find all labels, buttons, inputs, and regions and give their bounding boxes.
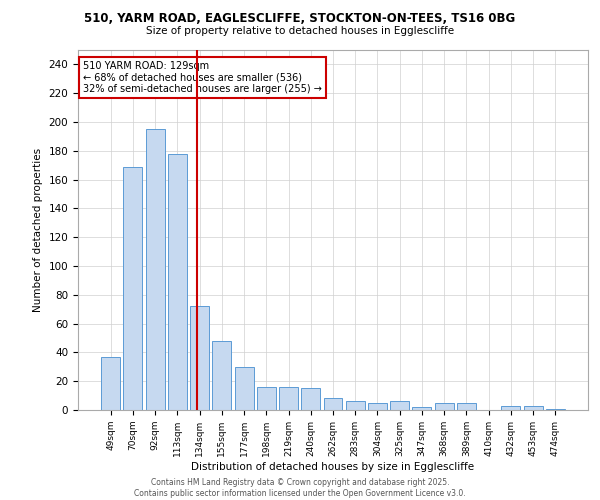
Bar <box>323 398 343 410</box>
Bar <box>168 154 187 410</box>
Bar <box>257 387 276 410</box>
Bar <box>212 341 231 410</box>
Bar <box>346 402 365 410</box>
Bar <box>279 387 298 410</box>
Text: Size of property relative to detached houses in Egglescliffe: Size of property relative to detached ho… <box>146 26 454 36</box>
Y-axis label: Number of detached properties: Number of detached properties <box>33 148 43 312</box>
Bar <box>457 403 476 410</box>
Bar <box>190 306 209 410</box>
Bar <box>101 356 120 410</box>
X-axis label: Distribution of detached houses by size in Egglescliffe: Distribution of detached houses by size … <box>191 462 475 471</box>
Text: Contains HM Land Registry data © Crown copyright and database right 2025.
Contai: Contains HM Land Registry data © Crown c… <box>134 478 466 498</box>
Bar <box>524 406 542 410</box>
Bar <box>301 388 320 410</box>
Text: 510, YARM ROAD, EAGLESCLIFFE, STOCKTON-ON-TEES, TS16 0BG: 510, YARM ROAD, EAGLESCLIFFE, STOCKTON-O… <box>85 12 515 26</box>
Bar <box>546 408 565 410</box>
Bar <box>412 407 431 410</box>
Bar <box>502 406 520 410</box>
Bar <box>435 403 454 410</box>
Bar <box>146 129 164 410</box>
Text: 510 YARM ROAD: 129sqm
← 68% of detached houses are smaller (536)
32% of semi-det: 510 YARM ROAD: 129sqm ← 68% of detached … <box>83 61 322 94</box>
Bar <box>124 166 142 410</box>
Bar <box>235 367 254 410</box>
Bar <box>368 403 387 410</box>
Bar <box>390 402 409 410</box>
